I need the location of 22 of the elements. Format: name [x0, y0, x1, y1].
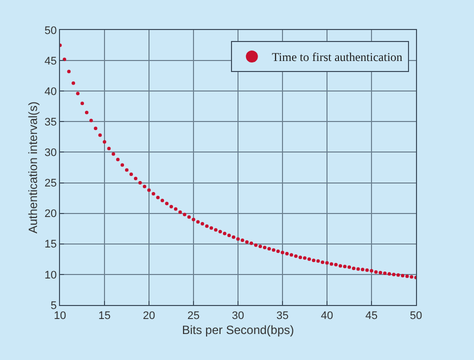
x-tick-label: 35 — [276, 310, 289, 322]
x-axis-title: Bits per Second(bps) — [182, 323, 294, 338]
x-tick-label: 40 — [320, 310, 334, 322]
y-tick-label: 50 — [44, 24, 57, 37]
x-tick-label: 20 — [142, 310, 156, 322]
y-tick-label: 20 — [44, 208, 57, 220]
x-tick-label: 15 — [98, 310, 111, 322]
y-tick-label: 45 — [44, 55, 57, 68]
y-tick-label: 15 — [44, 238, 57, 251]
y-tick-label: 25 — [44, 178, 57, 190]
x-tick-label: 50 — [410, 310, 422, 322]
y-axis-title: Authentication interval(s) — [26, 101, 40, 234]
y-tick-label: 35 — [44, 116, 57, 129]
x-tick-label: 25 — [187, 310, 200, 322]
x-tick-label: 30 — [232, 310, 244, 322]
x-tick-label: 45 — [365, 310, 378, 322]
legend-label: Time to first authentication — [272, 50, 402, 64]
x-tick-label: 10 — [54, 310, 66, 322]
y-tick-label: 40 — [44, 86, 57, 98]
y-tick-label: 10 — [44, 269, 57, 282]
y-tick-label: 5 — [50, 300, 57, 312]
y-tick-label: 30 — [44, 147, 57, 160]
